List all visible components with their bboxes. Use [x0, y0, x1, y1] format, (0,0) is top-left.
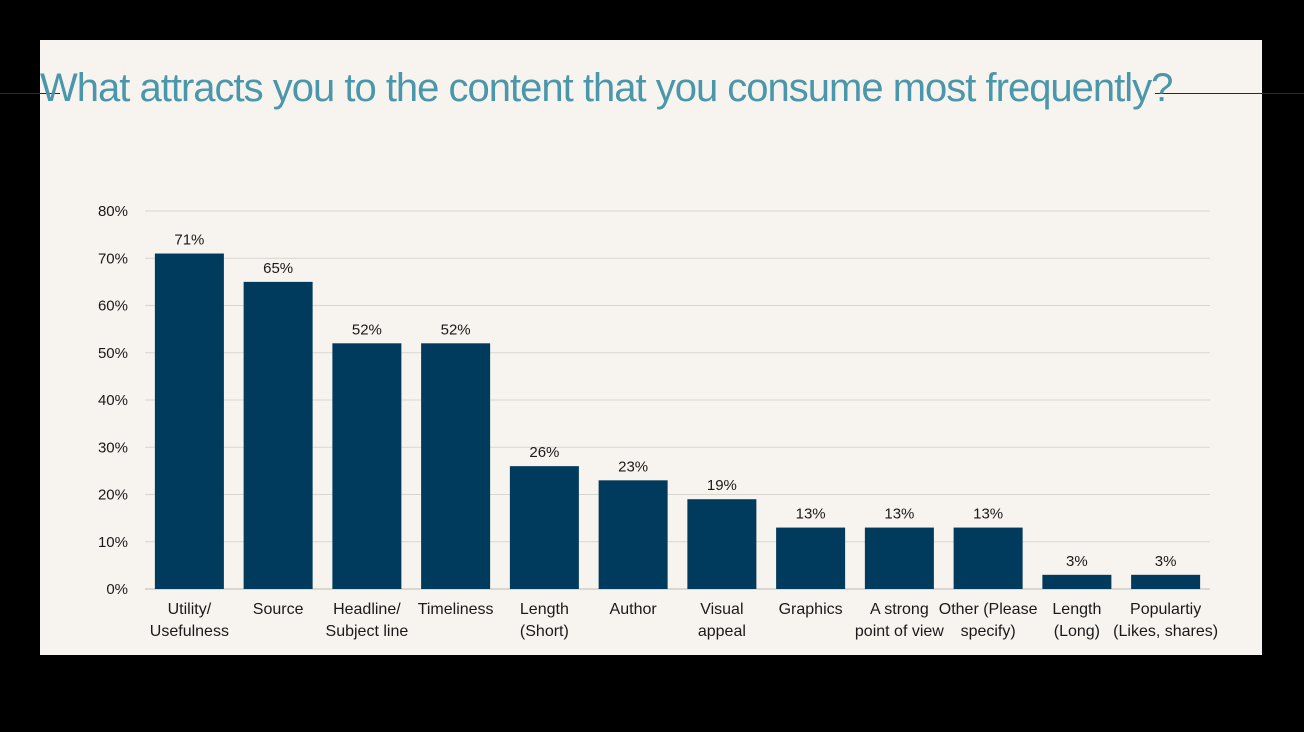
- x-category-label: Usefulness: [150, 623, 229, 640]
- data-label: 13%: [796, 506, 826, 523]
- x-category-label: Length: [1052, 601, 1101, 618]
- y-tick-label: 0%: [106, 581, 128, 598]
- x-category-label: Visual: [700, 601, 743, 618]
- data-label: 13%: [884, 506, 914, 523]
- y-tick-label: 80%: [98, 203, 128, 220]
- data-label: 19%: [707, 477, 737, 494]
- x-category-label: specify): [961, 623, 1016, 640]
- bar: [332, 343, 402, 589]
- data-label: 71%: [174, 232, 204, 249]
- bar: [598, 480, 668, 589]
- x-category-label: A strong: [870, 601, 929, 618]
- y-tick-label: 30%: [98, 439, 128, 456]
- chart-title: What attracts you to the content that yo…: [40, 66, 1173, 110]
- x-category-label: Author: [610, 601, 658, 618]
- x-category-label: Other (Please: [939, 601, 1038, 618]
- title-rule-right: [1155, 93, 1304, 94]
- data-label: 3%: [1155, 553, 1177, 570]
- data-label: 26%: [529, 444, 559, 461]
- bar: [953, 527, 1023, 589]
- data-label: 52%: [352, 321, 382, 338]
- data-label: 23%: [618, 458, 648, 475]
- x-category-label: Graphics: [779, 601, 843, 618]
- x-category-label: point of view: [855, 623, 944, 640]
- data-label: 3%: [1066, 553, 1088, 570]
- bar: [1131, 574, 1201, 589]
- y-tick-label: 20%: [98, 487, 128, 504]
- x-category-label: Headline/: [333, 601, 401, 618]
- title-rule-left: [0, 93, 60, 94]
- y-tick-label: 50%: [98, 345, 128, 362]
- x-category-label: (Short): [520, 623, 569, 640]
- bar: [243, 281, 313, 589]
- bar: [509, 466, 579, 589]
- bar: [687, 499, 757, 589]
- data-label: 52%: [441, 321, 471, 338]
- bar: [864, 527, 934, 589]
- x-category-label: Populartiy: [1130, 601, 1201, 618]
- y-tick-label: 10%: [98, 534, 128, 551]
- data-label: 13%: [973, 506, 1003, 523]
- data-label: 65%: [263, 260, 293, 277]
- x-category-label: Subject line: [326, 623, 409, 640]
- x-category-label: (Likes, shares): [1113, 623, 1218, 640]
- y-tick-label: 60%: [98, 298, 128, 315]
- y-tick-label: 40%: [98, 392, 128, 409]
- x-category-label: Length: [520, 601, 569, 618]
- x-category-label: Utility/: [168, 601, 212, 618]
- x-category-label: appeal: [698, 623, 746, 640]
- x-category-label: (Long): [1054, 623, 1100, 640]
- x-category-label: Timeliness: [418, 601, 494, 618]
- bar: [776, 527, 846, 589]
- y-tick-label: 70%: [98, 250, 128, 267]
- bar: [1042, 574, 1112, 589]
- bar: [154, 253, 224, 589]
- x-category-label: Source: [253, 601, 304, 618]
- bar: [421, 343, 491, 589]
